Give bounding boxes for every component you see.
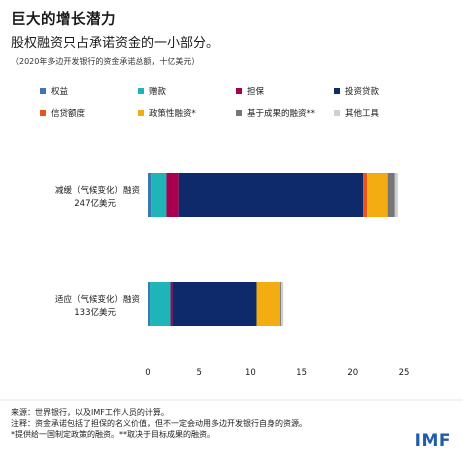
- legend-swatch: [138, 88, 144, 94]
- legend-swatch: [334, 88, 340, 94]
- legend-swatch: [40, 110, 46, 116]
- legend-label: 其他工具: [345, 108, 380, 119]
- x-tick-label: 5: [196, 368, 201, 378]
- bar-segment: [363, 173, 368, 217]
- x-tick-label: 25: [399, 368, 410, 378]
- category-label: 减缓（气候变化）融资: [55, 185, 141, 196]
- bar-segment: [281, 282, 284, 326]
- bar-segment: [170, 282, 173, 326]
- source-note: 来源：世界银行，以及IMF工作人员的计算。: [11, 408, 169, 417]
- chart-subtitle: 股权融资只占承诺资金的一小部分。: [11, 36, 220, 51]
- x-tick-label: 10: [245, 368, 256, 378]
- unit-note: （2020年多边开发银行的资金承诺总额，十亿美元）: [11, 57, 200, 66]
- legend-label: 赠款: [149, 86, 167, 97]
- category-total: 247亿美元: [74, 198, 116, 209]
- x-tick-label: 0: [145, 368, 150, 378]
- bar-segment: [367, 173, 388, 217]
- category-label: 适应（气候变化）融资: [55, 294, 141, 305]
- bar-segment: [172, 282, 257, 326]
- legend-label: 基于成果的融资**: [247, 108, 315, 119]
- bar-segment: [148, 173, 152, 217]
- bar-segment: [256, 282, 281, 326]
- x-tick-label: 20: [347, 368, 358, 378]
- bar-segment: [394, 173, 398, 217]
- legend-swatch: [236, 110, 242, 116]
- bar-segment: [178, 173, 364, 217]
- legend-swatch: [334, 110, 340, 116]
- footnote-2: *提供给一国制定政策的融资。**取决于目标成果的融资。: [11, 430, 215, 439]
- legend-swatch: [138, 110, 144, 116]
- category-total: 133亿美元: [74, 307, 116, 318]
- footnote-1: 注释：资金承诺包括了担保的名义价值，但不一定会动用多边开发银行自身的资源。: [11, 419, 307, 428]
- bar-segment: [148, 282, 151, 326]
- legend-label: 信贷额度: [51, 108, 86, 119]
- bar-segment: [166, 173, 179, 217]
- legend-label: 政策性融资*: [149, 108, 196, 119]
- bar-segment: [150, 282, 171, 326]
- imf-logo: IMF: [414, 431, 451, 451]
- chart-title: 巨大的增长潜力: [11, 12, 116, 28]
- legend-label: 权益: [51, 86, 69, 97]
- legend-swatch: [40, 88, 46, 94]
- bar-segment: [387, 173, 395, 217]
- legend-label: 投资贷款: [345, 86, 380, 97]
- bar-segment: [280, 282, 282, 326]
- bar-segment: [151, 173, 167, 217]
- x-tick-label: 15: [296, 368, 307, 378]
- legend-label: 担保: [247, 86, 265, 97]
- legend-swatch: [236, 88, 242, 94]
